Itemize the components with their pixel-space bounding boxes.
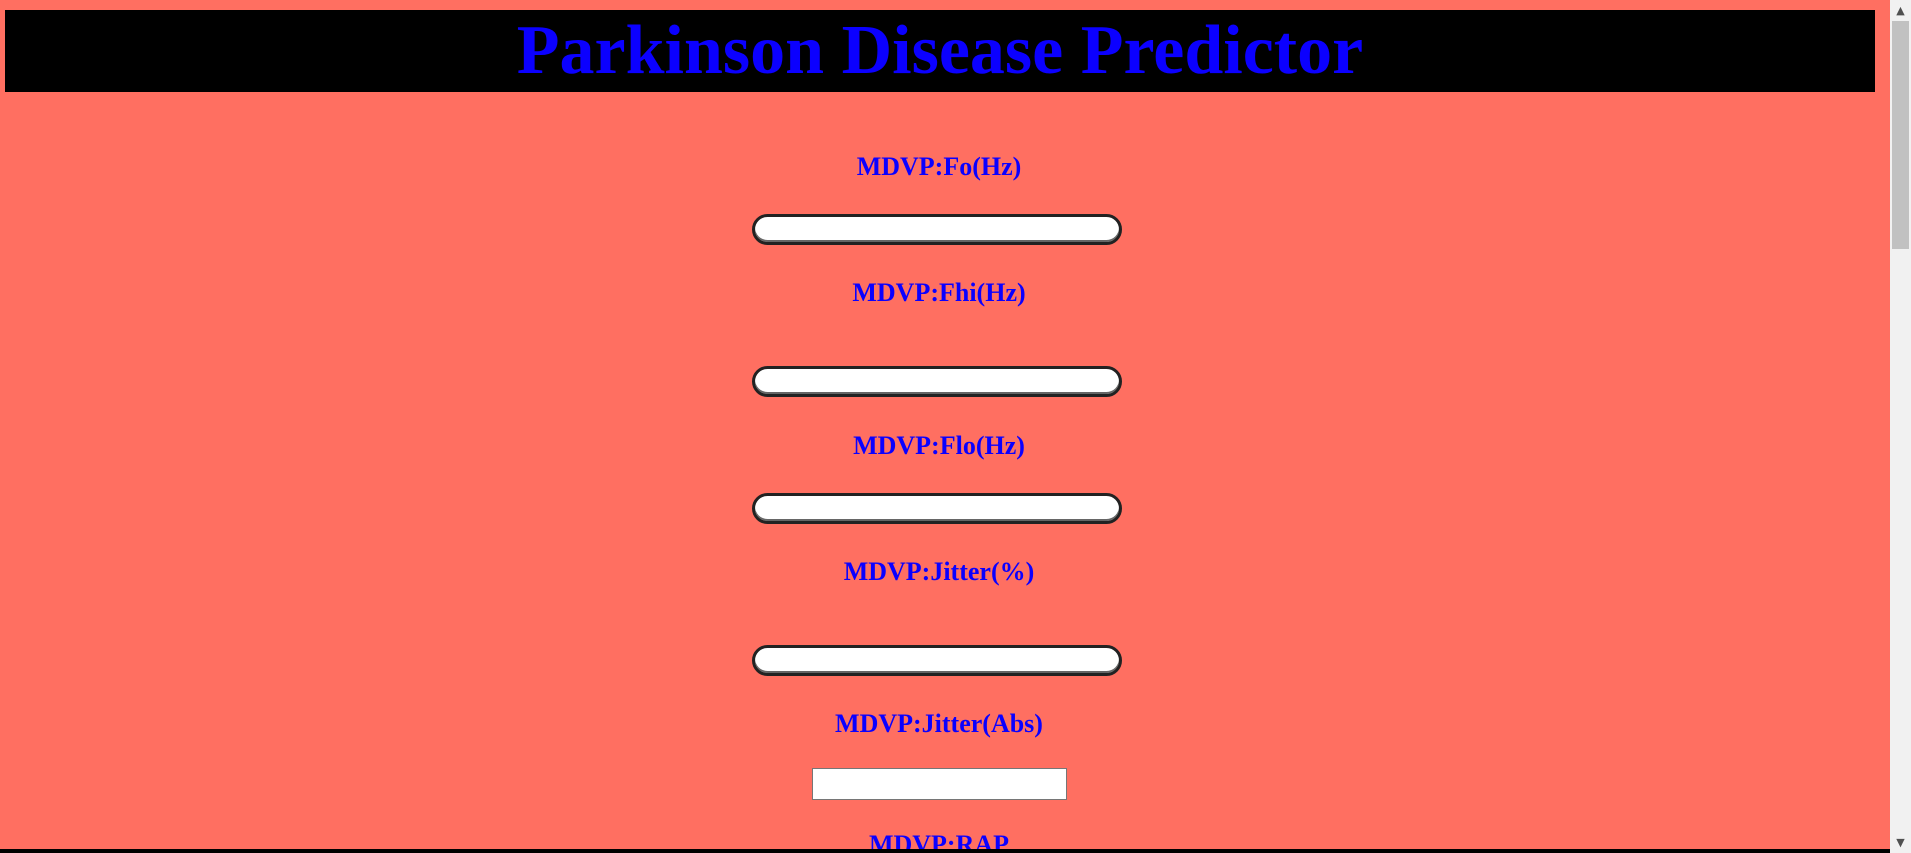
label-mdvp-flo: MDVP:Flo(Hz) (853, 431, 1025, 460)
arrow-up-icon[interactable]: ▲ (1896, 4, 1905, 17)
page-title: Parkinson Disease Predictor (516, 12, 1364, 89)
input-mdvp-fo[interactable] (752, 214, 1122, 245)
input-mdvp-fhi[interactable] (752, 366, 1122, 397)
window-bottom-edge (0, 849, 1890, 853)
input-mdvp-flo[interactable] (752, 493, 1122, 524)
label-mdvp-jitter-abs: MDVP:Jitter(Abs) (835, 709, 1043, 738)
label-mdvp-fo: MDVP:Fo(Hz) (856, 152, 1022, 181)
label-mdvp-jitter-percent: MDVP:Jitter(%) (843, 557, 1035, 586)
input-mdvp-jitter-abs[interactable] (812, 768, 1067, 800)
scrollbar-thumb[interactable] (1892, 21, 1909, 249)
vertical-scrollbar[interactable]: ▲ ▼ (1890, 0, 1911, 853)
input-mdvp-jitter-percent[interactable] (752, 645, 1122, 676)
label-mdvp-rap: MDVP:RAP (868, 830, 1010, 853)
label-mdvp-fhi: MDVP:Fhi(Hz) (852, 278, 1026, 307)
header-banner: Parkinson Disease Predictor (5, 10, 1875, 92)
arrow-down-icon[interactable]: ▼ (1896, 836, 1905, 849)
